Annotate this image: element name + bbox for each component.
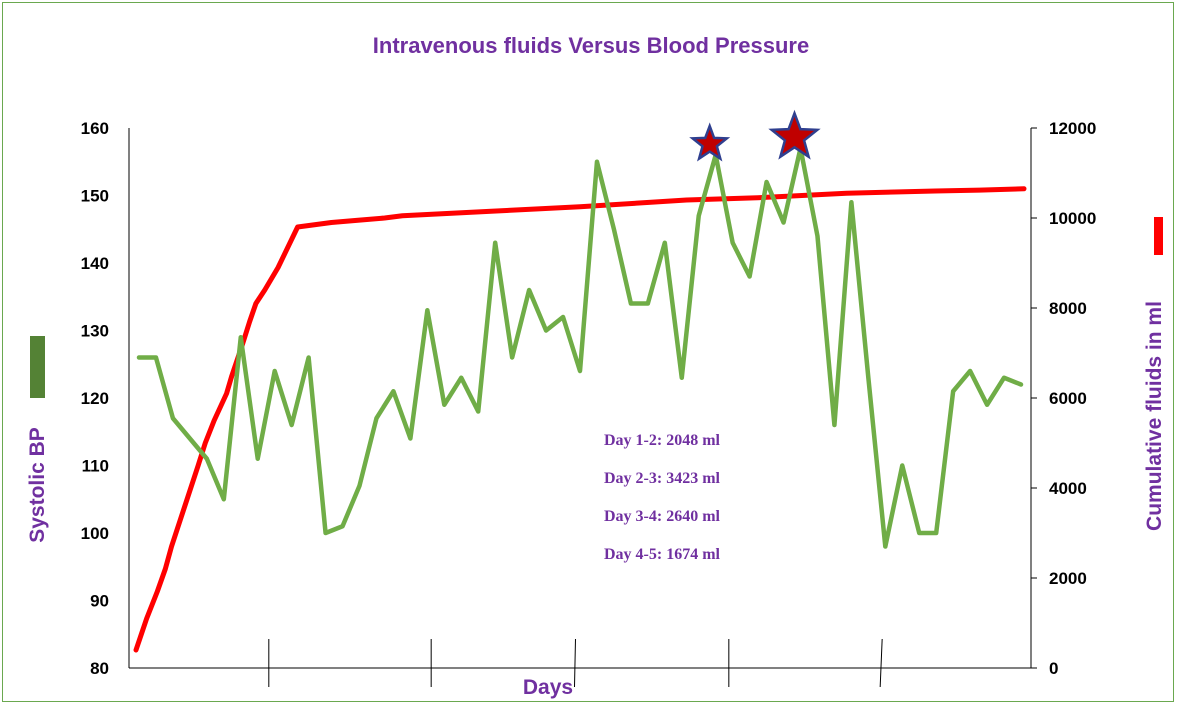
series-line-fluids xyxy=(133,186,1027,653)
series-layer xyxy=(133,146,1027,653)
peak-star-icon xyxy=(768,109,821,160)
right-tick-label: 12000 xyxy=(1049,119,1096,138)
day-tick xyxy=(879,638,883,688)
right-tick-label: 2000 xyxy=(1049,569,1087,588)
left-tick-label: 100 xyxy=(81,524,109,543)
chart-svg: Intravenous fluids Versus Blood Pressure… xyxy=(26,33,1166,699)
annotation-day-4-5: Day 4-5: 1674 ml xyxy=(604,546,721,563)
left-tick-label: 120 xyxy=(81,389,109,408)
x-axis-title: Days xyxy=(523,676,573,699)
left-tick-label: 90 xyxy=(90,592,109,611)
left-tick-label: 130 xyxy=(81,322,109,341)
legend-key-bp xyxy=(30,336,45,398)
series-line-bp xyxy=(136,146,1024,549)
left-tick-label: 140 xyxy=(81,254,109,273)
left-tick-label: 160 xyxy=(81,119,109,138)
chart-title: Intravenous fluids Versus Blood Pressure xyxy=(373,33,809,58)
right-tick-label: 4000 xyxy=(1049,479,1087,498)
right-tick-label: 8000 xyxy=(1049,299,1087,318)
right-tick-label: 10000 xyxy=(1049,209,1096,228)
left-tick-label: 110 xyxy=(82,457,109,476)
left-tick-label: 80 xyxy=(90,659,109,678)
left-axis-ticks: 80 90 100 110 120 130 140 150 160 xyxy=(81,119,109,678)
y-left-axis-title: Systolic BP xyxy=(26,427,49,543)
peak-star-icon xyxy=(689,122,731,162)
right-tick-label: 6000 xyxy=(1049,389,1087,408)
annotation-day-1-2: Day 1-2: 2048 ml xyxy=(604,432,721,449)
day-tick xyxy=(573,638,576,688)
y-right-axis-title: Cumulative fluids in ml xyxy=(1143,301,1166,531)
annotation-day-2-3: Day 2-3: 3423 ml xyxy=(604,470,721,487)
left-tick-label: 150 xyxy=(81,187,109,206)
right-axis-ticks: 0 2000 4000 6000 8000 10000 12000 xyxy=(1031,119,1096,678)
annotation-day-3-4: Day 3-4: 2640 ml xyxy=(604,508,721,525)
legend-key-fluids xyxy=(1154,217,1163,255)
day-tick-marks xyxy=(268,638,883,688)
peak-markers xyxy=(689,109,821,162)
right-tick-label: 0 xyxy=(1049,659,1058,678)
